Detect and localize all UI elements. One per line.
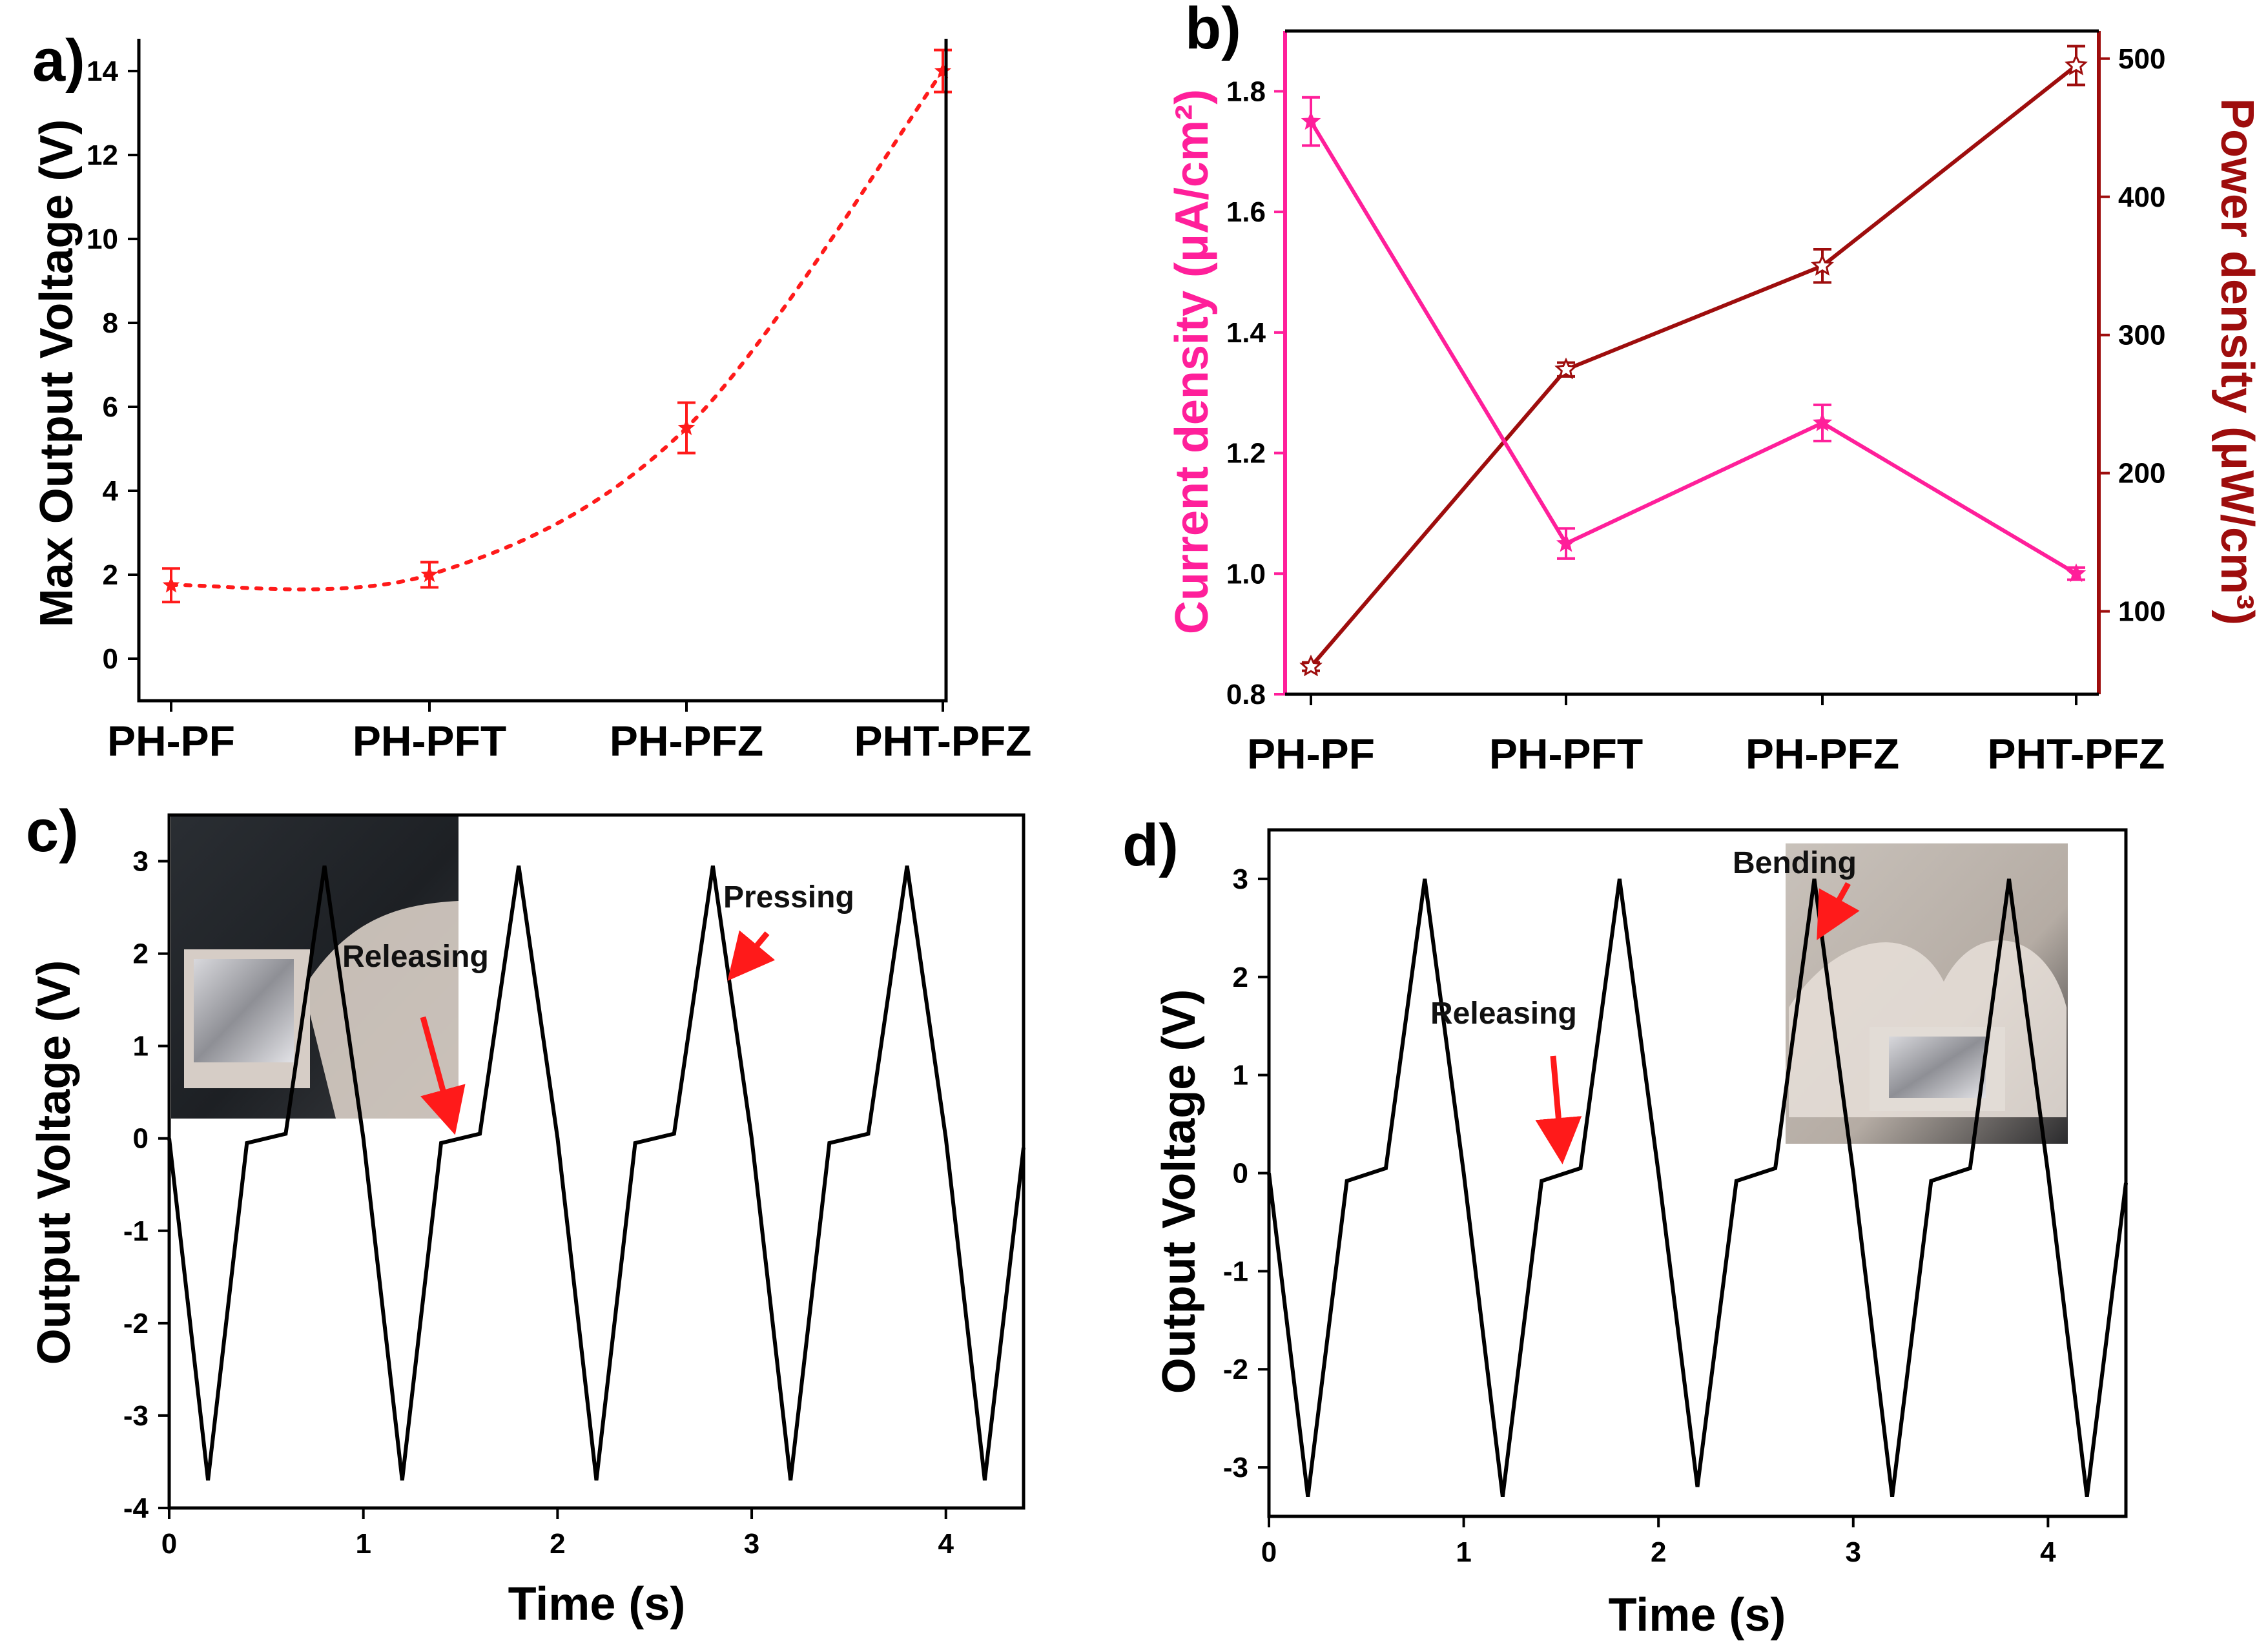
d-annotation-releasing: Releasing bbox=[1430, 996, 1577, 1031]
c-xtick-label: 2 bbox=[550, 1528, 565, 1560]
b-power-point bbox=[2065, 53, 2088, 76]
d-xlabel: Time (s) bbox=[1609, 1589, 1786, 1641]
a-ytick-label: 2 bbox=[103, 559, 118, 591]
d-xtick-label: 0 bbox=[1261, 1536, 1277, 1568]
c-ylabel: Output Voltage (V) bbox=[28, 960, 80, 1365]
d-photo-foil bbox=[1889, 1037, 1986, 1098]
b-ylabel-right: Power density (μW/cm³) bbox=[2211, 98, 2257, 625]
c-arrow-pressing bbox=[727, 930, 776, 981]
a-data-point bbox=[934, 62, 952, 79]
c-xlabel: Time (s) bbox=[508, 1578, 686, 1630]
b-ytick-left-label: 0.8 bbox=[1226, 679, 1266, 710]
c-ytick-label: 0 bbox=[133, 1123, 149, 1155]
c-photo-glove bbox=[304, 901, 459, 1119]
a-data-point bbox=[162, 576, 180, 593]
b-category-label: PH-PFT bbox=[1489, 730, 1643, 778]
d-ytick-label: 2 bbox=[1233, 962, 1248, 993]
panel-c: c) -4 -3 -2 -1 0 1 2 3 0 1 2 3 4 Output Voltage (V)… bbox=[26, 798, 1025, 1630]
b-current-point bbox=[1556, 533, 1576, 552]
c-xtick-label: 0 bbox=[161, 1528, 177, 1560]
c-ytick-label: 1 bbox=[133, 1031, 149, 1062]
b-ytick-right-label: 200 bbox=[2118, 458, 2165, 490]
panel-b: b) 0.8 1.0 1.2 1.4 1.6 1.8 100 200 300 400 500 PH… bbox=[1166, 0, 2257, 778]
c-axes-frame bbox=[167, 813, 1025, 1510]
b-ytick-right-label: 500 bbox=[2118, 43, 2165, 75]
b-ytick-left-label: 1.6 bbox=[1226, 196, 1266, 228]
b-ytick-right-label: 300 bbox=[2118, 320, 2165, 351]
c-xtick-label: 3 bbox=[744, 1528, 759, 1560]
b-category-label: PH-PFZ bbox=[1746, 730, 1899, 778]
d-xtick-label: 1 bbox=[1456, 1536, 1471, 1568]
b-current-point bbox=[2066, 563, 2087, 583]
a-axes-frame bbox=[137, 39, 948, 703]
b-current-point bbox=[1301, 111, 1321, 130]
d-axes-frame bbox=[1267, 828, 2128, 1518]
panel-d-label: d) bbox=[1122, 812, 1179, 878]
c-photo-foil bbox=[194, 959, 294, 1062]
d-ytick-label: -2 bbox=[1223, 1354, 1248, 1385]
a-ytick-label: 14 bbox=[87, 56, 118, 87]
a-ytick-label: 4 bbox=[103, 475, 119, 507]
a-category-label: PH-PFZ bbox=[610, 717, 763, 765]
a-ytick-label: 6 bbox=[103, 391, 118, 423]
b-current-line bbox=[1309, 120, 2077, 575]
b-category-label: PHT-PFZ bbox=[1988, 730, 2165, 778]
d-xtick-label: 3 bbox=[1846, 1536, 1861, 1568]
d-voltage-line bbox=[1267, 878, 2128, 1497]
d-ytick-label: 3 bbox=[1233, 863, 1248, 895]
c-ytick-label: -3 bbox=[123, 1400, 149, 1432]
d-xtick-label: 2 bbox=[1651, 1536, 1666, 1568]
d-ylabel: Output Voltage (V) bbox=[1153, 989, 1205, 1394]
panel-c-label: c) bbox=[26, 798, 79, 864]
c-ytick-label: -4 bbox=[123, 1492, 149, 1524]
b-ytick-left-label: 1.2 bbox=[1226, 438, 1266, 470]
a-category-label: PH-PFT bbox=[353, 717, 506, 765]
panel-d: d) -3 -2 -1 0 1 2 3 0 1 2 3 4 Output Voltage (V) T… bbox=[1122, 812, 2128, 1641]
b-power-point bbox=[1299, 654, 1323, 677]
b-category-label: PH-PF bbox=[1247, 730, 1375, 778]
c-annotation-releasing: Releasing bbox=[342, 940, 489, 974]
b-power-line bbox=[1309, 64, 2077, 668]
b-ytick-left-label: 1.8 bbox=[1226, 76, 1266, 107]
c-xtick-label: 1 bbox=[355, 1528, 371, 1560]
b-ytick-left-label: 1.0 bbox=[1226, 558, 1266, 590]
c-ytick-label: 3 bbox=[133, 846, 149, 878]
c-ytick-label: -1 bbox=[123, 1215, 149, 1247]
a-category-label: PHT-PFZ bbox=[854, 717, 1032, 765]
a-data-point bbox=[677, 418, 696, 435]
c-arrow-releasing bbox=[420, 1016, 466, 1135]
c-xtick-label: 4 bbox=[938, 1528, 954, 1560]
a-data-point bbox=[420, 566, 438, 583]
a-ytick-label: 10 bbox=[87, 223, 118, 255]
d-ytick-label: -1 bbox=[1223, 1255, 1248, 1287]
c-ytick-label: 2 bbox=[133, 938, 149, 970]
c-ytick-label: -2 bbox=[123, 1308, 149, 1339]
b-power-point bbox=[1554, 357, 1578, 380]
b-ytick-right-label: 100 bbox=[2118, 596, 2165, 628]
d-annotation-bending: Bending bbox=[1733, 846, 1857, 880]
d-ytick-label: 1 bbox=[1233, 1060, 1248, 1091]
b-power-point bbox=[1811, 253, 1834, 276]
panel-a-label: a) bbox=[32, 28, 85, 94]
a-ylabel: Max Output Voltage (V) bbox=[31, 119, 83, 628]
b-current-point bbox=[1812, 412, 1833, 431]
d-arrow-releasing bbox=[1535, 1055, 1582, 1164]
a-ytick-label: 8 bbox=[103, 307, 118, 339]
d-arrow-bending bbox=[1817, 882, 1860, 940]
a-ytick-label: 0 bbox=[103, 643, 118, 675]
b-ytick-left-label: 1.4 bbox=[1226, 317, 1266, 349]
b-ytick-right-label: 400 bbox=[2118, 181, 2165, 213]
d-xtick-label: 4 bbox=[2040, 1536, 2056, 1568]
d-ytick-label: 0 bbox=[1233, 1158, 1248, 1190]
a-ytick-label: 12 bbox=[87, 139, 118, 171]
a-category-label: PH-PF bbox=[107, 717, 235, 765]
c-voltage-line bbox=[167, 865, 1025, 1481]
b-ylabel-left: Current density (μA/cm²) bbox=[1166, 89, 1218, 634]
a-series-line bbox=[169, 69, 945, 592]
d-ytick-label: -3 bbox=[1223, 1452, 1248, 1483]
c-annotation-pressing: Pressing bbox=[723, 880, 854, 914]
panel-b-label: b) bbox=[1185, 0, 1241, 61]
